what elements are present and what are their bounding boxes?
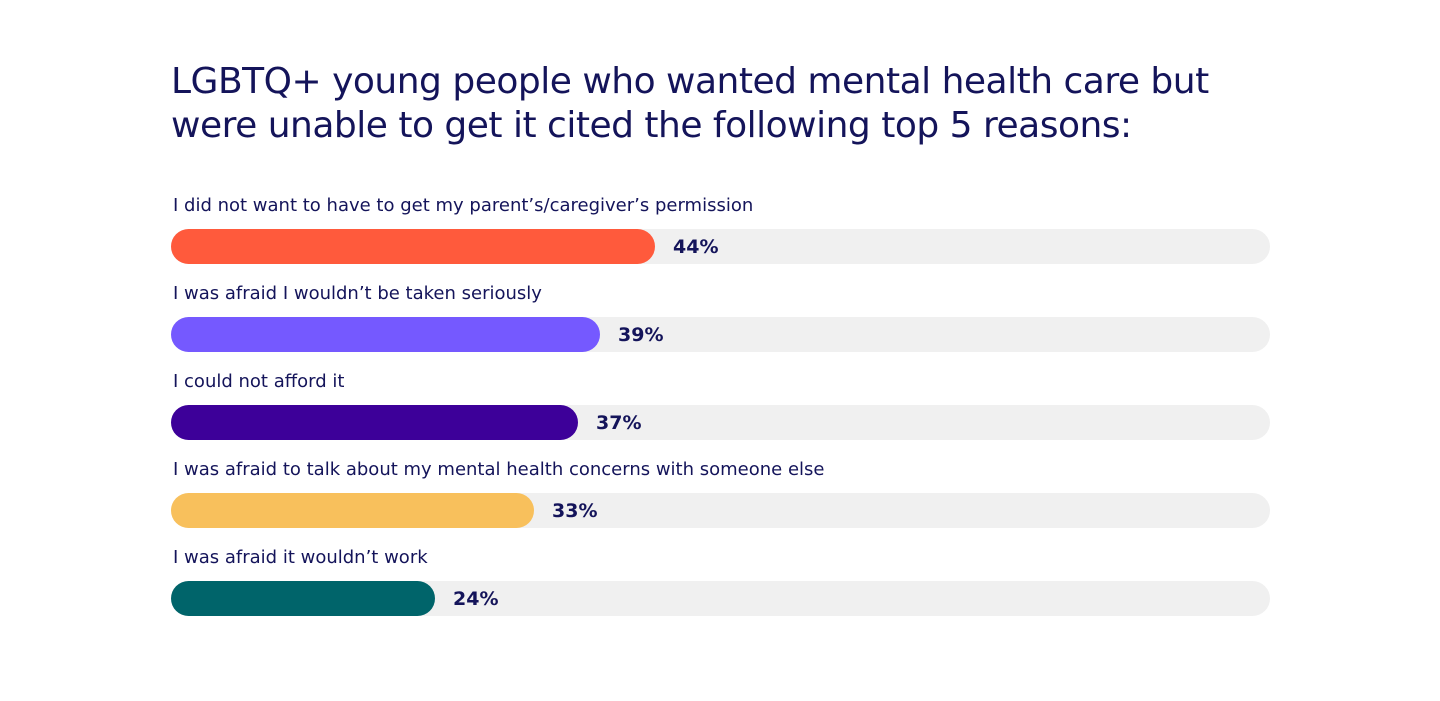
bar [171, 581, 435, 616]
bar [171, 493, 534, 528]
bar-row: I could not afford it 37% [171, 367, 1271, 455]
bar-track [171, 405, 1270, 440]
bar [171, 405, 578, 440]
bar-category-label: I did not want to have to get my parent’… [173, 195, 754, 216]
bar-track [171, 229, 1270, 264]
bar-row: I was afraid it wouldn’t work 24% [171, 543, 1271, 631]
bar-value-label: 24% [453, 588, 499, 610]
bar [171, 317, 600, 352]
bar-category-label: I was afraid it wouldn’t work [173, 547, 428, 568]
bar-rows: I did not want to have to get my parent’… [171, 191, 1271, 631]
bar-row: I was afraid I wouldn’t be taken serious… [171, 279, 1271, 367]
bar-category-label: I was afraid to talk about my mental hea… [173, 459, 825, 480]
bar-row: I was afraid to talk about my mental hea… [171, 455, 1271, 543]
bar-category-label: I could not afford it [173, 371, 345, 392]
bar-row: I did not want to have to get my parent’… [171, 191, 1271, 279]
bar-track [171, 317, 1270, 352]
bar-value-label: 37% [596, 412, 642, 434]
chart-title: LGBTQ+ young people who wanted mental he… [171, 61, 1209, 146]
chart: LGBTQ+ young people who wanted mental he… [171, 60, 1271, 616]
bar-value-label: 33% [552, 500, 598, 522]
bar-value-label: 39% [618, 324, 664, 346]
bar-track [171, 581, 1270, 616]
bar-value-label: 44% [673, 236, 719, 258]
bar-category-label: I was afraid I wouldn’t be taken serious… [173, 283, 542, 304]
bar-track [171, 493, 1270, 528]
bar [171, 229, 655, 264]
